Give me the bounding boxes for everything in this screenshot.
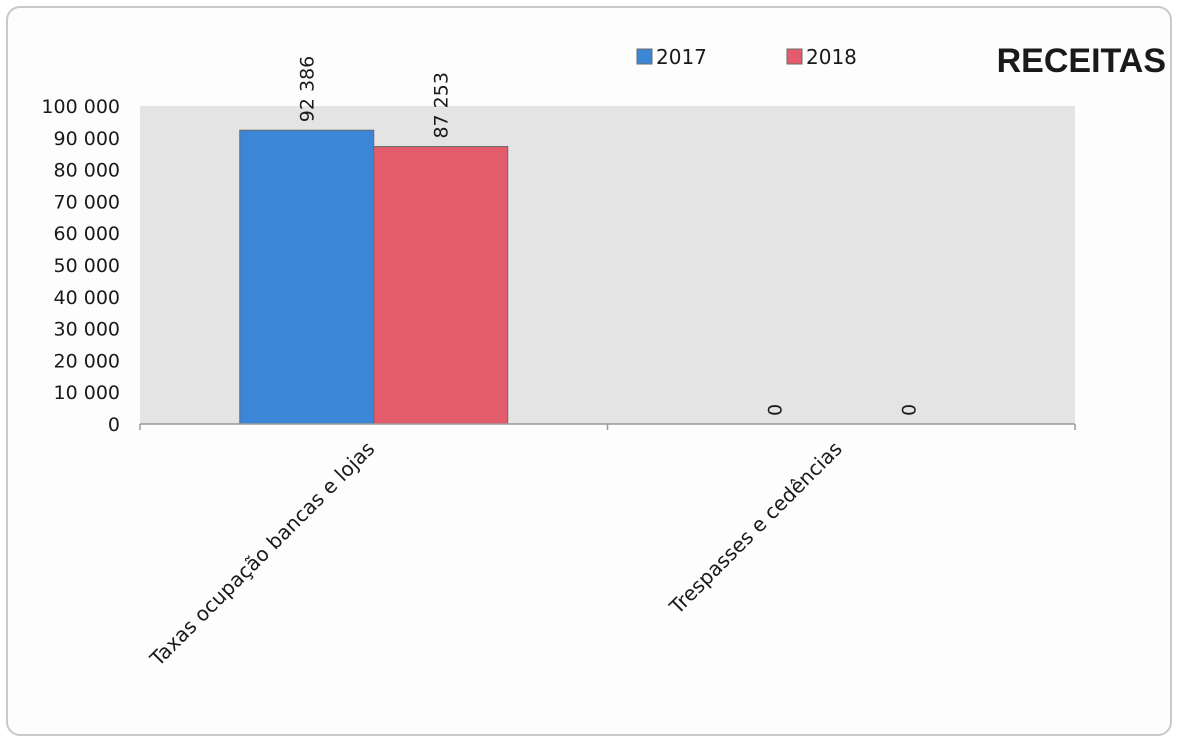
x-axis: Taxas ocupação bancas e lojas Trespasses …	[139, 423, 1076, 672]
data-label-2018: 0	[898, 404, 920, 416]
y-tick-label: 30 000	[54, 319, 120, 341]
y-tick-label: 70 000	[54, 191, 120, 213]
data-label-2017: 0	[764, 404, 786, 416]
y-tick-label: 90 000	[54, 128, 120, 150]
y-tick-label: 100 000	[41, 96, 120, 118]
y-tick-label: 80 000	[54, 160, 120, 182]
bars	[239, 129, 509, 425]
data-label-2018: 87 253	[431, 72, 453, 138]
y-axis: 0 10 000 20 000 30 000 40 000 50 000 60 000 70 …	[41, 96, 120, 436]
x-category-label: Taxas ocupação bancas e lojas	[144, 437, 379, 672]
legend-label-2018: 2018	[806, 45, 857, 69]
legend: 2017 2018	[636, 45, 857, 69]
y-tick-label: 0	[108, 414, 120, 436]
bar-2017	[239, 129, 375, 425]
y-tick-label: 50 000	[54, 255, 120, 277]
data-labels: 92 386 87 253 0 0	[297, 56, 921, 416]
y-tick-label: 10 000	[54, 382, 120, 404]
legend-swatch-2018	[786, 48, 803, 65]
legend-label-2017: 2017	[656, 45, 707, 69]
data-label-2017: 92 386	[297, 56, 319, 122]
y-tick-label: 20 000	[54, 350, 120, 372]
y-tick-label: 40 000	[54, 287, 120, 309]
y-tick-label: 60 000	[54, 223, 120, 245]
x-category-label: Trespasses e cedências	[664, 437, 847, 620]
bar-2018	[373, 146, 509, 425]
legend-swatch-2017	[636, 48, 653, 65]
chart-title: RECEITAS	[997, 42, 1166, 80]
